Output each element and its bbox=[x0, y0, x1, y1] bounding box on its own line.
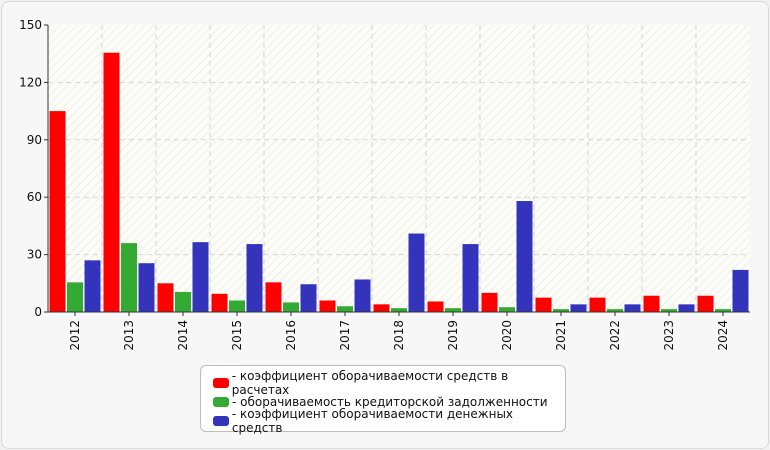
bar bbox=[175, 291, 191, 312]
legend-label: - коэффициент оборачиваемости средств в … bbox=[231, 368, 509, 397]
x-tick-label: 2014 bbox=[176, 320, 190, 351]
bar bbox=[462, 244, 479, 312]
x-tick-label: 2013 bbox=[122, 320, 136, 351]
bar bbox=[319, 300, 336, 312]
bar bbox=[300, 284, 317, 312]
bar bbox=[229, 300, 245, 312]
bar bbox=[211, 293, 228, 312]
bar bbox=[715, 309, 731, 312]
bar bbox=[481, 292, 498, 312]
legend-swatch bbox=[213, 396, 229, 407]
bar bbox=[697, 295, 714, 312]
x-tick-label: 2023 bbox=[662, 320, 676, 351]
legend-swatch bbox=[213, 415, 229, 426]
bar bbox=[265, 282, 282, 312]
bar bbox=[283, 302, 299, 312]
legend-item-payables: - оборачиваемость кредиторской задолженн… bbox=[213, 392, 565, 411]
bar bbox=[84, 260, 101, 312]
legend: - коэффициент оборачиваемости средств в … bbox=[200, 365, 566, 435]
bar bbox=[427, 301, 444, 312]
legend-swatch bbox=[213, 377, 229, 388]
x-tick-label: 2021 bbox=[554, 320, 568, 351]
x-tick-label: 2016 bbox=[284, 320, 298, 351]
bar bbox=[499, 307, 515, 312]
bar bbox=[570, 304, 587, 312]
y-tick-label: 120 bbox=[19, 75, 42, 89]
bar bbox=[373, 304, 390, 312]
y-tick-label: 150 bbox=[19, 18, 42, 32]
x-tick-label: 2024 bbox=[716, 320, 730, 351]
bar bbox=[354, 279, 371, 312]
bar bbox=[49, 111, 66, 312]
bar bbox=[67, 282, 83, 312]
x-tick-label: 2017 bbox=[338, 320, 352, 351]
x-tick-label: 2020 bbox=[500, 320, 514, 351]
bar bbox=[516, 201, 533, 312]
bar bbox=[246, 244, 263, 312]
bar bbox=[643, 295, 660, 312]
legend-item-receivables: - коэффициент оборачиваемости средств в … bbox=[213, 369, 565, 397]
y-tick-label: 60 bbox=[27, 190, 42, 204]
bar bbox=[192, 242, 209, 312]
y-tick-label: 90 bbox=[27, 133, 42, 147]
legend-item-cash: - коэффициент оборачиваемости денежных с… bbox=[213, 407, 565, 435]
x-tick-label: 2012 bbox=[68, 320, 82, 351]
bar bbox=[661, 309, 677, 312]
bar bbox=[607, 309, 623, 312]
bar bbox=[678, 304, 695, 312]
bar bbox=[138, 263, 155, 312]
bar bbox=[553, 309, 569, 312]
x-tick-label: 2019 bbox=[446, 320, 460, 351]
plot-area bbox=[48, 25, 750, 312]
bar bbox=[535, 297, 552, 312]
bar bbox=[445, 308, 461, 312]
bar bbox=[103, 52, 120, 312]
bar bbox=[157, 283, 174, 312]
bar bbox=[121, 243, 137, 312]
y-tick-label: 30 bbox=[27, 248, 42, 262]
x-tick-label: 2018 bbox=[392, 320, 406, 351]
bar bbox=[732, 269, 749, 312]
bar bbox=[624, 304, 641, 312]
legend-label: - оборачиваемость кредиторской задолженн… bbox=[232, 394, 548, 409]
x-tick-label: 2015 bbox=[230, 320, 244, 351]
x-tick-label: 2022 bbox=[608, 320, 622, 351]
bar bbox=[408, 233, 425, 312]
y-tick-label: 0 bbox=[34, 305, 42, 319]
bar bbox=[589, 297, 606, 312]
bar bbox=[391, 308, 407, 312]
legend-label: - коэффициент оборачиваемости денежных с… bbox=[231, 406, 514, 435]
bar bbox=[337, 306, 353, 312]
